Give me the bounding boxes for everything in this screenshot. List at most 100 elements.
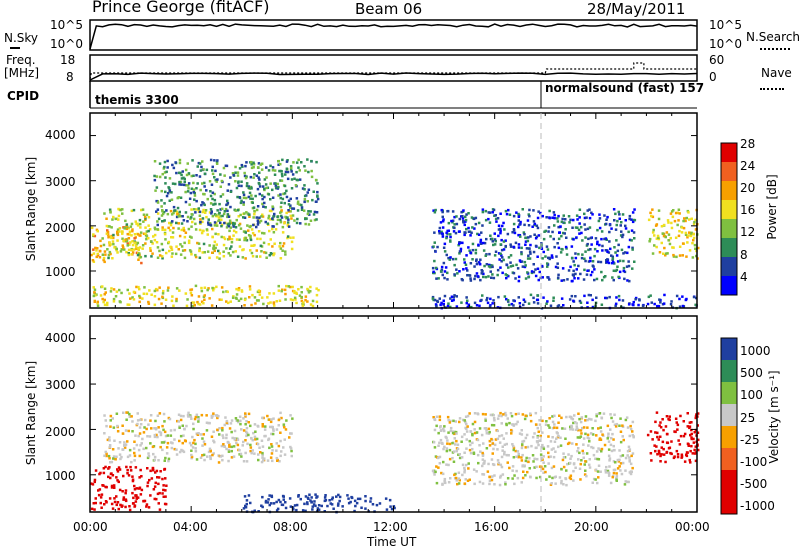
power-echoes-cell-4 [616,265,619,268]
vel-echoes-cell-0 [238,449,241,452]
power-echoes-cell-6 [652,228,655,232]
power-echoes-cell-0 [90,253,93,257]
vel-echoes-cell-0 [103,454,106,457]
power-echoes-cell-3 [165,194,169,198]
power-echoes-cell-4 [451,257,455,261]
power-echoes-cell-4 [461,241,464,245]
power-echoes-cell-5 [433,298,437,302]
freq-tick-bottom: 8 [66,70,74,84]
power-echoes-cell-0 [135,247,138,251]
power-echoes-cell-4 [557,225,560,229]
power-echoes-cell-4 [441,235,445,238]
power-echoes-cell-0 [138,246,142,249]
power-echoes-cell-3 [212,203,215,206]
vel-echoes-cell-0 [213,440,216,444]
vel-echoes-cell-0 [283,426,286,429]
power-echoes-cell-3 [220,179,224,183]
vel-echoes-cell-2 [364,499,367,503]
power-echoes-cell-1 [281,249,284,252]
vel-echoes-cell-3 [562,465,566,469]
power-echoes-cell-1 [149,240,153,243]
vel-echoes-cell-4 [650,459,653,462]
vel-echoes-cell-3 [575,443,578,446]
vel-echoes-cell-0 [189,415,193,418]
power-echoes-cell-1 [289,214,292,218]
power-echoes-cell-3 [155,175,159,178]
vel-echoes-cell-1 [122,496,126,499]
vel-echoes-cell-4 [685,451,689,454]
vel-echoes-cell-1 [140,488,144,492]
vel-echoes-cell-3 [447,431,450,434]
power-echoes-cell-0 [98,256,102,259]
vel-echoes-cell-3 [448,457,452,461]
vel-echoes-cell-0 [121,424,124,427]
vel-echoes-cell-3 [473,412,477,415]
vel-echoes-cell-0 [173,438,176,441]
power-echoes-cell-3 [276,215,279,218]
vel-echoes-cell-4 [676,428,679,431]
power-echoes-cell-4 [466,269,469,272]
power-echoes-cell-4 [546,265,549,268]
power-echoes-cell-4 [586,269,589,272]
power-echoes-cell-6 [669,212,673,215]
power-echoes-cell-1 [117,214,121,218]
power-echoes-cell-1 [170,236,173,239]
vel-echoes-cell-3 [503,453,506,456]
vel-echoes-cell-3 [590,418,593,421]
vel-echoes-cell-2 [264,499,268,503]
vel-echoes-cell-3 [534,446,538,450]
vel-echoes-cell-0 [275,449,278,452]
vel-echoes-cell-2 [297,495,300,498]
power-echoes-cell-3 [245,161,248,164]
vel-echoes-cell-3 [488,482,491,486]
power-echoes-cell-4 [534,268,537,271]
vel-echoes-cell-1 [145,503,149,506]
power-echoes-cell-3 [310,169,313,173]
power-echoes-cell-2 [147,302,151,305]
vel-echoes-cell-4 [680,453,684,456]
power-echoes-cell-4 [607,261,611,265]
power-echoes-cell-1 [199,218,202,221]
power-echoes-cell-3 [296,209,300,212]
power-echoes-cell-3 [168,189,172,192]
power-echoes-cell-1 [136,241,140,245]
vel-echoes-cell-0 [109,414,113,418]
vel-echoes-cell-0 [175,448,178,451]
power-echoes-cell-6 [673,219,677,223]
vel-echoes-cell-4 [664,425,668,428]
power-echoes-cell-5 [512,304,515,307]
vel-echoes-cell-1 [117,480,120,484]
vel-echoes-cell-3 [563,427,567,430]
vel-echoes-cell-0 [261,423,264,426]
vel-echoes-cell-0 [165,446,169,449]
power-echoes-cell-4 [630,229,634,232]
power-echoes-cell-1 [253,213,256,216]
vel-echoes-cell-3 [528,457,531,460]
vel-echoes-cell-3 [488,444,492,447]
power-echoes-cell-4 [517,246,521,249]
power-echoes-cell-5 [449,297,452,300]
vel-echoes-cell-0 [169,429,173,432]
power-echoes-cell-3 [222,166,226,170]
power-echoes-cell-1 [194,208,198,211]
vel-echoes-cell-0 [175,453,179,456]
power-echoes-cell-3 [280,170,283,173]
vel-echoes-cell-1 [109,472,113,476]
power-echoes-cell-4 [492,243,495,247]
vel-echoes-cell-1 [102,471,106,475]
power-echoes-cell-4 [622,252,625,255]
power-echoes-cell-1 [127,248,131,252]
power-echoes-cell-5 [505,297,508,301]
vel-echoes-cell-1 [90,507,94,511]
vel-echoes-cell-2 [242,507,246,510]
vel-echoes-cell-1 [92,502,95,505]
power-echoes-cell-3 [221,214,224,218]
power-echoes-cell-3 [278,169,281,173]
power-echoes-cell-1 [249,249,252,252]
vel-echoes-cell-1 [152,488,156,491]
power-echoes-cell-4 [434,249,437,253]
power-echoes-cell-2 [162,289,165,293]
power-echoes-cell-2 [302,301,305,304]
power-echoes-cell-4 [514,241,518,245]
vel-echoes-cell-2 [390,507,394,511]
